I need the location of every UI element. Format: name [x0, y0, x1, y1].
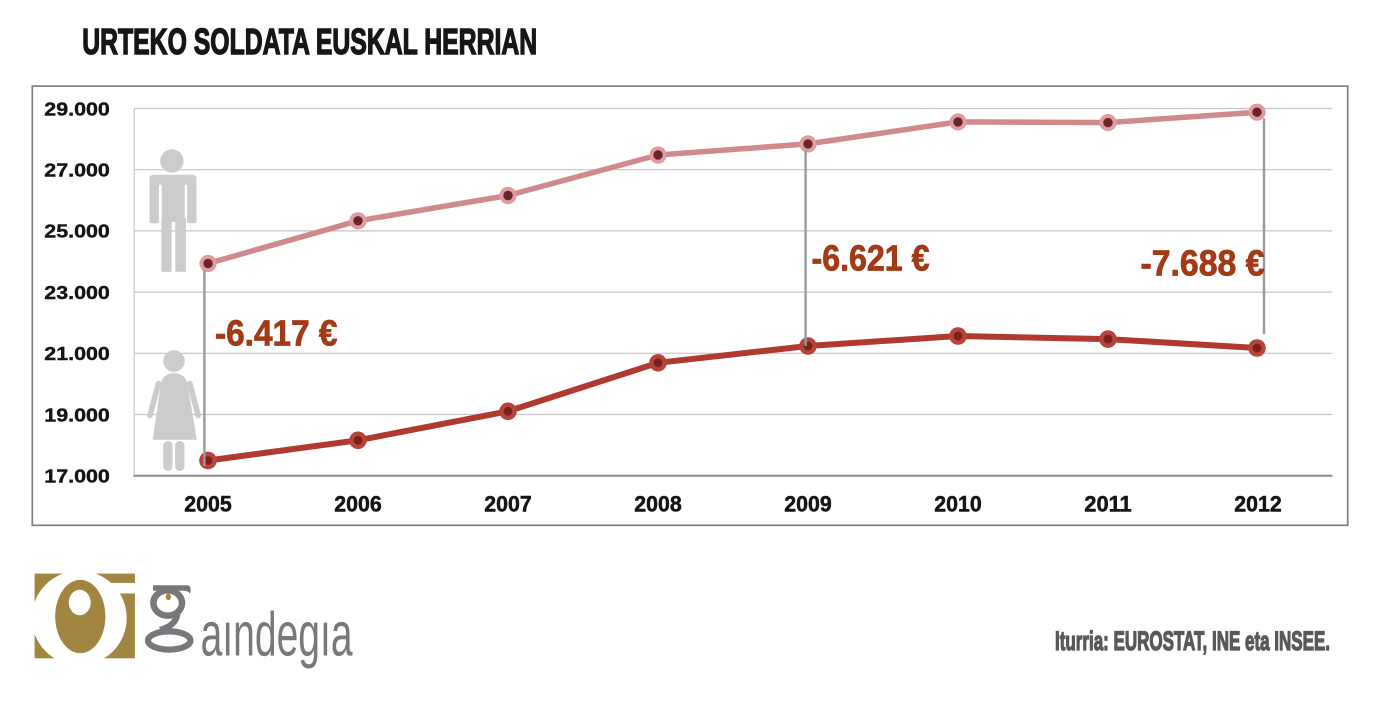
svg-text:-6.417 €: -6.417 € — [215, 312, 338, 353]
svg-text:2006: 2006 — [334, 492, 381, 517]
svg-text:aındegıa: aındegıa — [201, 600, 353, 670]
svg-text:2010: 2010 — [934, 492, 981, 517]
svg-text:2007: 2007 — [484, 492, 531, 517]
svg-text:21.000: 21.000 — [44, 344, 110, 365]
svg-text:29.000: 29.000 — [44, 99, 110, 120]
svg-text:-7.688 €: -7.688 € — [1141, 243, 1265, 284]
svg-text:URTEKO SOLDATA EUSKAL HERRIAN: URTEKO SOLDATA EUSKAL HERRIAN — [82, 21, 537, 62]
svg-text:Iturria: EUROSTAT, INE eta INS: Iturria: EUROSTAT, INE eta INSEE. — [1055, 626, 1330, 656]
svg-text:2008: 2008 — [634, 492, 681, 517]
svg-text:2009: 2009 — [784, 492, 831, 517]
svg-text:2012: 2012 — [1234, 492, 1281, 517]
svg-text:17.000: 17.000 — [44, 467, 110, 488]
svg-text:2011: 2011 — [1084, 492, 1131, 517]
svg-text:25.000: 25.000 — [44, 222, 110, 243]
svg-text:2005: 2005 — [184, 492, 231, 517]
svg-text:19.000: 19.000 — [44, 405, 110, 426]
svg-text:27.000: 27.000 — [44, 161, 110, 182]
svg-text:-6.621 €: -6.621 € — [812, 237, 930, 278]
svg-text:23.000: 23.000 — [44, 283, 110, 304]
